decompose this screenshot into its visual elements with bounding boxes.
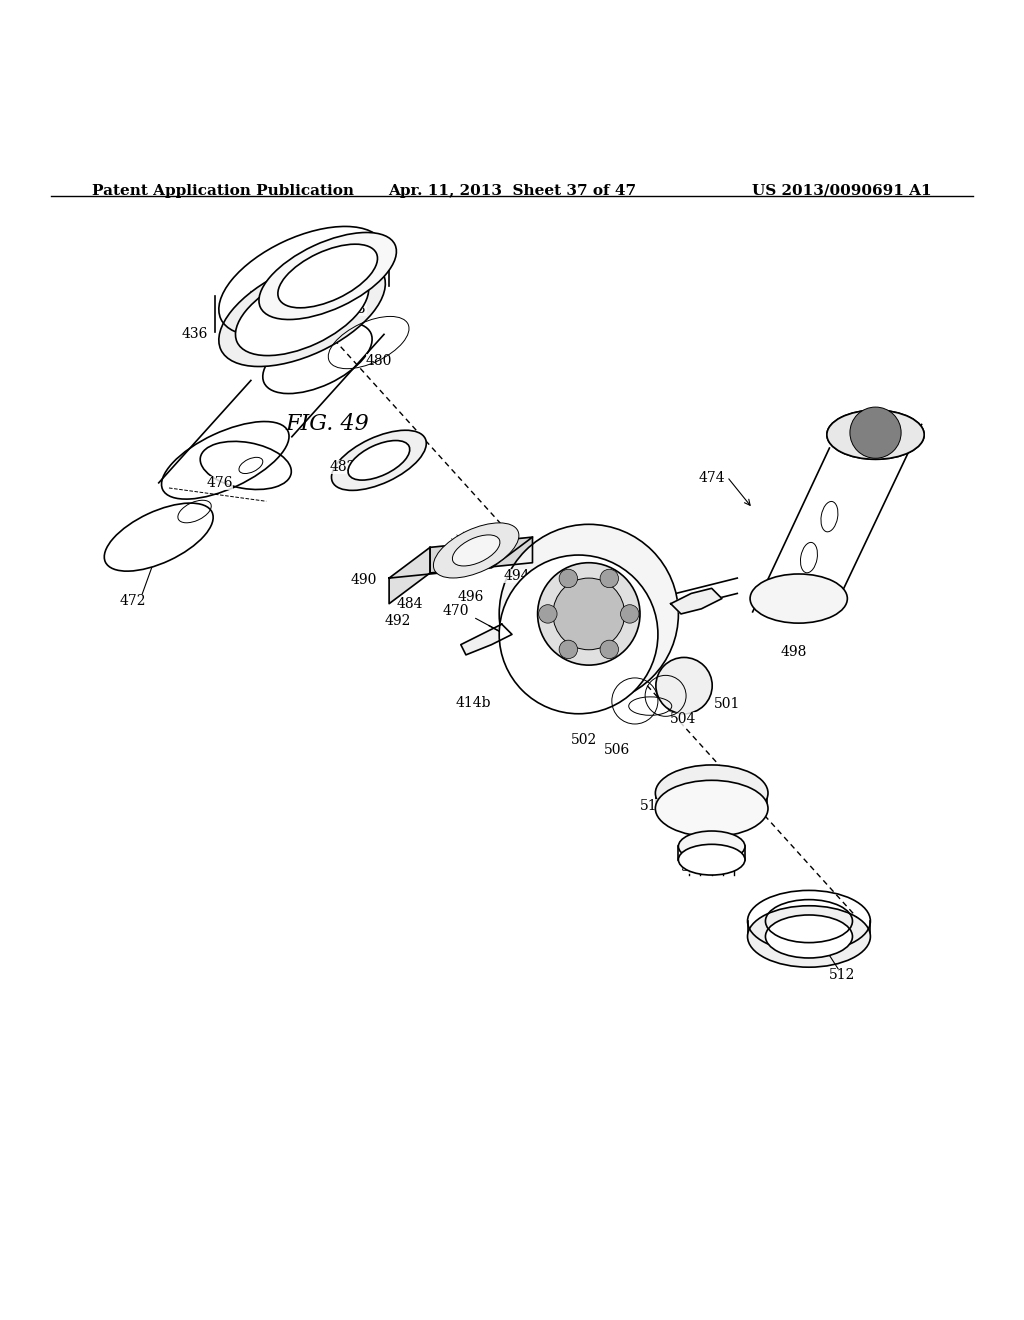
Ellipse shape: [655, 766, 768, 821]
Text: 508: 508: [681, 859, 708, 874]
Ellipse shape: [259, 232, 396, 319]
Ellipse shape: [600, 640, 618, 659]
Text: 470: 470: [442, 603, 469, 618]
Ellipse shape: [332, 430, 426, 491]
Text: 498: 498: [780, 644, 807, 659]
Ellipse shape: [538, 562, 640, 665]
Ellipse shape: [827, 411, 924, 459]
Ellipse shape: [656, 657, 713, 714]
Ellipse shape: [499, 524, 678, 704]
Text: 436: 436: [181, 327, 208, 342]
Text: 484: 484: [396, 597, 423, 611]
Text: Apr. 11, 2013  Sheet 37 of 47: Apr. 11, 2013 Sheet 37 of 47: [388, 183, 636, 198]
Ellipse shape: [499, 554, 657, 714]
Text: 472: 472: [120, 594, 146, 607]
Ellipse shape: [219, 257, 385, 367]
Ellipse shape: [827, 411, 924, 459]
Ellipse shape: [104, 503, 213, 572]
Text: 494: 494: [504, 569, 530, 583]
Polygon shape: [430, 537, 532, 573]
Ellipse shape: [655, 780, 768, 837]
Ellipse shape: [559, 640, 578, 659]
Ellipse shape: [553, 578, 625, 649]
Text: 502: 502: [570, 733, 597, 747]
Ellipse shape: [278, 244, 378, 308]
Polygon shape: [389, 548, 430, 603]
Text: 476: 476: [207, 475, 233, 490]
Ellipse shape: [600, 569, 618, 587]
Text: 490: 490: [350, 573, 377, 587]
Text: FIG. 49: FIG. 49: [286, 413, 370, 436]
Text: Patent Application Publication: Patent Application Publication: [92, 183, 354, 198]
Ellipse shape: [750, 574, 848, 623]
Text: 492: 492: [384, 614, 411, 628]
Text: 512: 512: [828, 969, 855, 982]
Text: 504: 504: [670, 713, 696, 726]
Ellipse shape: [678, 845, 744, 875]
Text: 480: 480: [366, 354, 392, 368]
Ellipse shape: [433, 523, 519, 578]
Text: 506: 506: [604, 743, 631, 758]
Text: 414b: 414b: [456, 696, 490, 710]
Ellipse shape: [348, 441, 410, 480]
Ellipse shape: [539, 605, 557, 623]
Text: 501: 501: [714, 697, 740, 711]
Text: US 2013/0090691 A1: US 2013/0090691 A1: [753, 183, 932, 198]
Text: 496: 496: [458, 590, 484, 603]
Ellipse shape: [453, 535, 500, 566]
Ellipse shape: [621, 605, 639, 623]
Text: 482: 482: [330, 461, 356, 474]
Text: 511: 511: [640, 800, 667, 813]
Text: 474: 474: [698, 471, 725, 484]
Polygon shape: [461, 624, 512, 655]
Circle shape: [850, 407, 901, 458]
Text: 478: 478: [340, 302, 367, 315]
Ellipse shape: [748, 906, 870, 968]
Ellipse shape: [766, 915, 852, 958]
Ellipse shape: [236, 268, 369, 355]
Polygon shape: [389, 537, 532, 578]
Polygon shape: [671, 589, 722, 614]
Ellipse shape: [559, 569, 578, 587]
Ellipse shape: [678, 832, 744, 862]
